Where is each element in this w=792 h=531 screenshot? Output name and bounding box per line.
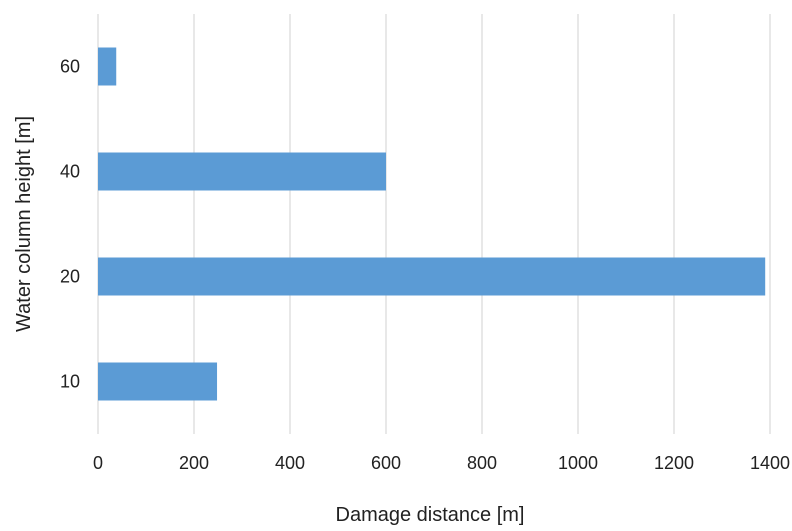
bar-40 xyxy=(98,152,386,191)
x-tick-label: 1400 xyxy=(750,453,790,473)
gridlines xyxy=(97,14,771,434)
x-tick-label: 600 xyxy=(371,453,401,473)
x-tick-labels: 0 200 400 600 800 1000 1200 1400 xyxy=(93,453,790,473)
bar-20 xyxy=(98,257,766,296)
y-tick-label: 60 xyxy=(60,57,80,77)
y-tick-label: 10 xyxy=(60,372,80,392)
x-tick-label: 0 xyxy=(93,453,103,473)
x-tick-label: 1200 xyxy=(654,453,694,473)
bar-10 xyxy=(98,362,218,401)
x-tick-label: 800 xyxy=(467,453,497,473)
x-tick-label: 1000 xyxy=(558,453,598,473)
bars xyxy=(98,47,766,401)
x-tick-label: 200 xyxy=(179,453,209,473)
x-axis-title: Damage distance [m] xyxy=(336,504,525,526)
y-tick-label: 40 xyxy=(60,162,80,182)
y-tick-labels: 10 20 40 60 xyxy=(60,57,80,392)
x-tick-label: 400 xyxy=(275,453,305,473)
bar-60 xyxy=(98,47,117,86)
y-axis-title: Water column height [m] xyxy=(13,116,35,332)
y-tick-label: 20 xyxy=(60,267,80,287)
